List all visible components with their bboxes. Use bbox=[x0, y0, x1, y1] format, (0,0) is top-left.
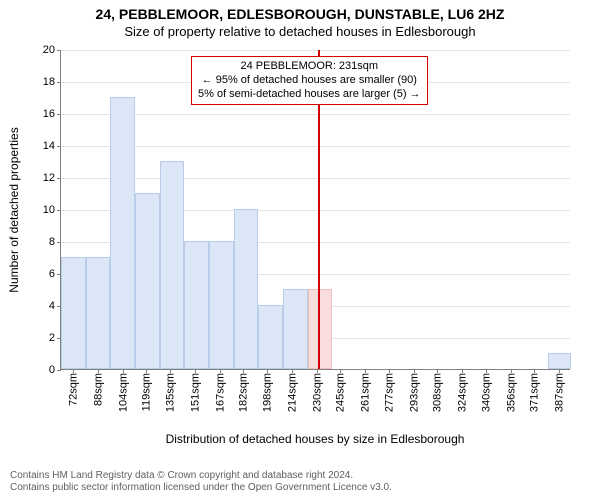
ytick-mark bbox=[57, 114, 61, 115]
histogram-bar bbox=[61, 257, 86, 369]
ytick-label: 8 bbox=[49, 236, 55, 248]
xtick-label: 324sqm bbox=[456, 373, 468, 412]
histogram-bar bbox=[135, 193, 160, 369]
xtick-label: 119sqm bbox=[140, 373, 152, 411]
callout-line1: 24 PEBBLEMOOR: 231sqm bbox=[198, 60, 421, 74]
xtick-label: 245sqm bbox=[334, 373, 346, 412]
histogram-bar bbox=[548, 353, 571, 369]
ytick-label: 20 bbox=[43, 44, 55, 56]
histogram-plot: 0246810121416182072sqm88sqm104sqm119sqm1… bbox=[60, 50, 570, 370]
gridline bbox=[61, 114, 570, 115]
ytick-mark bbox=[57, 242, 61, 243]
x-axis-label: Distribution of detached houses by size … bbox=[60, 432, 570, 446]
histogram-bar bbox=[160, 161, 185, 369]
y-axis-label: Number of detached properties bbox=[7, 127, 21, 292]
xtick-label: 167sqm bbox=[214, 373, 226, 412]
ytick-mark bbox=[57, 82, 61, 83]
xtick-label: 72sqm bbox=[68, 373, 80, 406]
ytick-label: 10 bbox=[43, 204, 55, 216]
ytick-label: 2 bbox=[49, 332, 55, 344]
xtick-label: 151sqm bbox=[190, 373, 202, 412]
callout-line3: 5% of semi-detached houses are larger (5… bbox=[198, 88, 421, 102]
ytick-label: 12 bbox=[43, 172, 55, 184]
histogram-bar bbox=[258, 305, 283, 369]
xtick-label: 182sqm bbox=[237, 373, 249, 412]
ytick-label: 4 bbox=[49, 300, 55, 312]
footer-line-1: Contains HM Land Registry data © Crown c… bbox=[10, 470, 392, 482]
histogram-bar bbox=[209, 241, 234, 369]
ytick-label: 0 bbox=[49, 364, 55, 376]
xtick-label: 371sqm bbox=[529, 373, 541, 412]
gridline bbox=[61, 178, 570, 179]
xtick-label: 293sqm bbox=[408, 373, 420, 412]
ytick-label: 6 bbox=[49, 268, 55, 280]
gridline bbox=[61, 146, 570, 147]
xtick-label: 214sqm bbox=[287, 373, 299, 412]
histogram-bar bbox=[184, 241, 209, 369]
ytick-label: 14 bbox=[43, 140, 55, 152]
footer-attribution: Contains HM Land Registry data © Crown c… bbox=[10, 470, 392, 494]
histogram-bar bbox=[234, 209, 259, 369]
xtick-label: 198sqm bbox=[262, 373, 274, 412]
ytick-mark bbox=[57, 146, 61, 147]
xtick-label: 135sqm bbox=[165, 373, 177, 412]
histogram-bar bbox=[86, 257, 111, 369]
xtick-label: 340sqm bbox=[481, 373, 493, 412]
ytick-label: 16 bbox=[43, 108, 55, 120]
ytick-mark bbox=[57, 178, 61, 179]
callout-box: 24 PEBBLEMOOR: 231sqm← 95% of detached h… bbox=[191, 56, 428, 105]
histogram-bar bbox=[110, 97, 135, 369]
callout-line2: ← 95% of detached houses are smaller (90… bbox=[198, 74, 421, 88]
ytick-mark bbox=[57, 210, 61, 211]
ytick-mark bbox=[57, 50, 61, 51]
xtick-label: 230sqm bbox=[311, 373, 323, 412]
xtick-label: 104sqm bbox=[117, 373, 129, 412]
title-address: 24, PEBBLEMOOR, EDLESBOROUGH, DUNSTABLE,… bbox=[0, 6, 600, 22]
xtick-label: 387sqm bbox=[553, 373, 565, 412]
ytick-label: 18 bbox=[43, 76, 55, 88]
histogram-bar bbox=[283, 289, 308, 369]
gridline bbox=[61, 50, 570, 51]
xtick-label: 356sqm bbox=[505, 373, 517, 412]
footer-line-2: Contains public sector information licen… bbox=[10, 482, 392, 494]
xtick-label: 308sqm bbox=[431, 373, 443, 412]
xtick-label: 88sqm bbox=[92, 373, 104, 406]
ytick-mark bbox=[57, 370, 61, 371]
title-subtitle: Size of property relative to detached ho… bbox=[0, 24, 600, 39]
xtick-label: 277sqm bbox=[384, 373, 396, 412]
xtick-label: 261sqm bbox=[359, 373, 371, 412]
